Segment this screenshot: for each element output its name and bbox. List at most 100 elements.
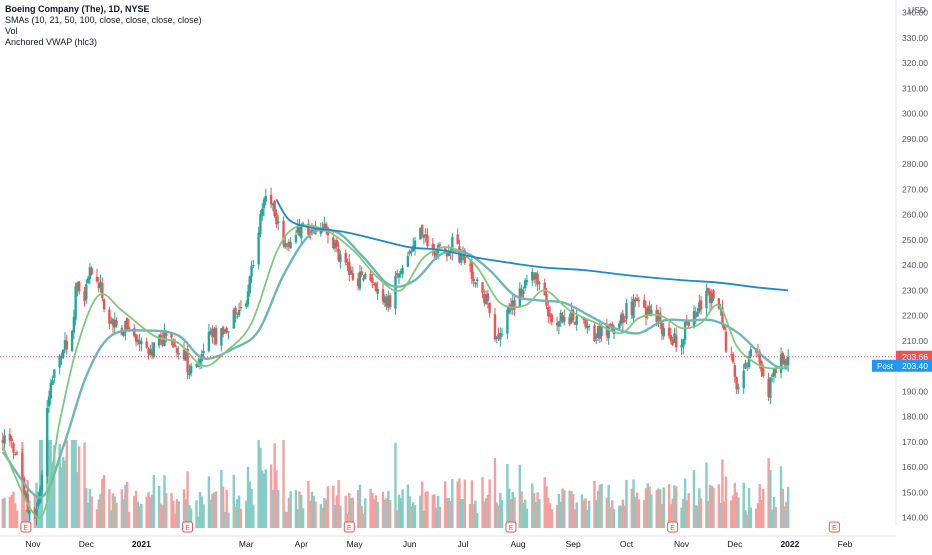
candle-body [397, 274, 401, 278]
candle-body [21, 453, 24, 477]
volume-bar [261, 470, 264, 528]
candle-body [532, 275, 536, 280]
volume-bar [476, 513, 479, 528]
candle-body [28, 510, 31, 515]
volume-bar [202, 504, 205, 528]
volume-bar [161, 505, 164, 528]
candle-body [623, 320, 626, 322]
volume-bar [99, 493, 102, 528]
symbol-title[interactable]: Boeing Company (The), 1D, NYSE [5, 4, 150, 14]
candle-body [680, 345, 683, 348]
candle-body [698, 302, 701, 312]
volume-bar [534, 502, 538, 528]
volume-bar [77, 446, 81, 528]
volume-bar [754, 508, 758, 528]
candle-body [188, 370, 191, 375]
volume-bar [348, 493, 351, 528]
candle-body [170, 333, 173, 338]
x-tick-label: Apr [295, 539, 308, 549]
volume-bar [593, 480, 596, 528]
volume-bar [346, 513, 349, 528]
volume-bar [596, 490, 600, 528]
volume-bar [598, 484, 602, 528]
volume-bar [419, 495, 422, 528]
x-tick-label: Aug [511, 539, 526, 549]
candle-body [250, 266, 253, 277]
candle-body [246, 291, 250, 305]
volume-bar [197, 516, 200, 528]
candle-body [234, 307, 237, 315]
candle-body [534, 272, 538, 280]
volume-bar [188, 505, 191, 528]
earnings-marker[interactable]: E [505, 521, 517, 533]
candle-body [72, 316, 76, 333]
volume-bar [657, 488, 660, 528]
volume-bar [182, 489, 186, 528]
earnings-marker[interactable]: E [667, 521, 679, 533]
y-tick-label: 190.00 [902, 386, 928, 396]
candle-body [113, 319, 116, 328]
candle-body [387, 295, 390, 308]
earnings-marker[interactable]: E [828, 521, 840, 533]
candle-body [408, 250, 411, 254]
volume-bar [22, 479, 26, 528]
candle-body [772, 368, 776, 377]
volume-bar [559, 501, 562, 528]
y-tick-label: 240.00 [902, 260, 928, 270]
candle-body [767, 379, 770, 398]
candle-body [300, 226, 303, 239]
candle-body [346, 263, 349, 265]
candle-body [383, 296, 387, 303]
candle-body [364, 273, 367, 279]
volume-bar [587, 500, 591, 528]
candle-body [211, 328, 214, 338]
volume-bar [301, 508, 305, 528]
candle-body [662, 328, 665, 337]
volume-bar [571, 494, 575, 528]
volume-bar [394, 442, 397, 528]
candle-body [694, 312, 697, 318]
volume-bar [634, 496, 637, 528]
candle-body [522, 290, 525, 295]
volume-bar [680, 507, 683, 528]
candle-body [37, 499, 40, 507]
earnings-marker[interactable]: E [182, 521, 194, 533]
candle-body [145, 341, 148, 348]
volume-bar [671, 498, 674, 528]
vol-legend[interactable]: Vol [5, 26, 18, 36]
svg-text:E: E [347, 525, 352, 532]
candle-body [339, 254, 342, 263]
volume-bar [623, 505, 626, 528]
candle-body [584, 318, 587, 328]
candle-body [735, 377, 738, 390]
volume-bar [101, 479, 104, 528]
candle-body [536, 273, 539, 285]
vwap-legend[interactable]: Anchored VWAP (hlc3) [5, 37, 98, 47]
candle-body [401, 267, 404, 274]
volume-bar [214, 491, 218, 528]
volume-bar [625, 479, 628, 528]
volume-bar [509, 498, 513, 528]
candle-body [456, 234, 459, 244]
earnings-marker[interactable]: E [343, 521, 355, 533]
candle-body [122, 332, 125, 337]
volume-bar [555, 504, 559, 528]
y-axis: 140.00150.00160.00170.00180.00190.00200.… [872, 0, 932, 525]
volume-bar [772, 496, 776, 528]
volume-bar [474, 500, 477, 528]
sma-legend[interactable]: SMAs (10, 21, 50, 100, close, close, clo… [5, 15, 202, 25]
volume-bar [145, 496, 148, 528]
candle-body [730, 354, 733, 356]
volume-bar [296, 508, 299, 528]
candle-body [58, 355, 61, 368]
volume-bar [731, 495, 735, 528]
earnings-marker[interactable]: E [20, 521, 32, 533]
volume-bar [136, 501, 140, 528]
candle-body [499, 332, 502, 340]
volume-bar [271, 489, 275, 528]
volume-bar [682, 498, 685, 528]
volume-bar [186, 471, 189, 528]
candle-body [426, 235, 429, 247]
